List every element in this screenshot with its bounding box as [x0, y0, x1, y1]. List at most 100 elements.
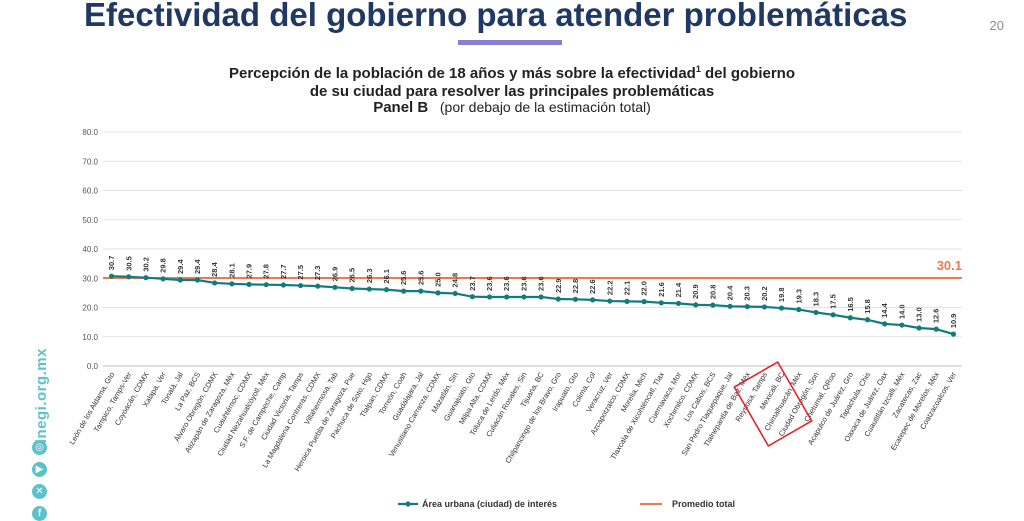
data-label: 27.8	[262, 264, 271, 279]
chart-title-footnote: 1	[695, 64, 701, 74]
data-point	[899, 322, 905, 328]
data-label: 18.3	[811, 292, 820, 307]
data-point	[796, 306, 802, 313]
y-tick-label: 50.0	[82, 216, 98, 225]
highlight-box	[733, 360, 813, 448]
legend-label-series: Área urbana (ciudad) de interés	[422, 499, 557, 509]
data-label: 14.4	[880, 302, 889, 317]
chart-title: Percepción de la población de 18 años y …	[0, 60, 1024, 101]
data-label: 22.8	[571, 279, 580, 294]
site-url[interactable]: inegi.org.mx	[33, 348, 50, 444]
page-number: 20	[989, 18, 1004, 33]
data-point	[779, 305, 785, 311]
page-title: Efectividad del gobierno para atender pr…	[84, 0, 908, 33]
y-tick-label: 10.0	[82, 333, 98, 342]
data-point	[332, 284, 338, 290]
data-label: 25.6	[416, 271, 425, 286]
instagram-icon[interactable]: ◎	[32, 440, 47, 455]
data-point	[486, 294, 493, 300]
data-label: 23.6	[537, 276, 546, 291]
data-point	[538, 294, 544, 300]
data-label: 26.5	[348, 268, 357, 283]
data-point	[847, 315, 853, 321]
data-point	[212, 280, 218, 286]
data-label: 29.8	[159, 258, 168, 273]
data-point	[229, 281, 235, 287]
x-icon[interactable]: ✕	[32, 484, 47, 499]
data-label: 24.8	[451, 273, 460, 288]
data-point	[383, 287, 390, 293]
youtube-icon[interactable]: ▶	[32, 462, 47, 477]
data-label: 20.4	[726, 285, 735, 300]
data-label: 30.2	[141, 257, 150, 272]
data-label: 20.3	[743, 286, 752, 301]
data-point	[555, 296, 561, 302]
data-label: 26.1	[382, 269, 391, 284]
data-point	[864, 317, 871, 323]
data-label: 27.9	[245, 264, 254, 279]
data-point	[572, 296, 579, 302]
y-tick-label: 30.0	[82, 274, 98, 283]
chart-subtitle: Panel B (por debajo de la estimación tot…	[0, 99, 1024, 116]
data-label: 21.6	[657, 282, 666, 297]
data-label: 22.6	[588, 279, 597, 294]
data-point	[744, 304, 750, 310]
data-point	[194, 277, 201, 283]
data-point	[263, 282, 269, 288]
data-point	[813, 309, 819, 316]
data-point	[418, 288, 424, 294]
data-label: 13.0	[915, 307, 924, 322]
data-point	[435, 290, 441, 296]
data-label: 20.8	[708, 285, 717, 300]
data-point	[916, 325, 922, 331]
data-point	[882, 321, 888, 327]
title-underline	[458, 40, 562, 45]
y-tick-label: 0.0	[87, 362, 99, 371]
data-label: 19.8	[777, 287, 786, 302]
data-label: 22.1	[622, 281, 631, 296]
data-point	[469, 294, 475, 300]
data-label: 23.6	[519, 276, 528, 291]
data-point	[126, 274, 132, 280]
y-tick-label: 40.0	[82, 245, 98, 254]
data-point	[590, 297, 596, 303]
data-label: 28.4	[210, 262, 219, 277]
panel-label: Panel B	[373, 99, 429, 116]
legend-label-average: Promedio total	[672, 499, 735, 509]
data-point	[693, 302, 699, 308]
data-label: 27.3	[313, 266, 322, 281]
data-point	[658, 300, 664, 306]
data-label: 30.7	[107, 256, 116, 271]
y-tick-label: 80.0	[82, 128, 98, 137]
data-label: 26.9	[330, 267, 339, 282]
data-point	[504, 294, 510, 300]
data-label: 30.5	[124, 256, 133, 271]
data-label: 28.1	[227, 263, 236, 278]
data-point	[366, 286, 372, 292]
data-point	[315, 283, 321, 289]
panel-note: (por debajo de la estimación total)	[439, 99, 651, 115]
y-tick-label: 60.0	[82, 187, 98, 196]
legend-marker-series	[405, 501, 411, 507]
data-label: 22.2	[605, 280, 614, 295]
data-label: 15.8	[863, 299, 872, 314]
data-point	[950, 331, 957, 337]
data-label: 29.4	[193, 259, 202, 274]
data-label: 21.4	[674, 282, 683, 297]
data-point	[280, 282, 286, 288]
data-label: 20.2	[760, 286, 769, 301]
data-label: 22.9	[554, 278, 563, 293]
y-tick-label: 20.0	[82, 304, 98, 313]
data-label: 10.9	[949, 314, 958, 329]
data-label: 16.5	[846, 297, 855, 312]
data-label: 19.3	[794, 289, 803, 304]
data-point	[246, 281, 252, 287]
facebook-icon[interactable]: f	[32, 506, 47, 521]
data-label: 26.3	[365, 268, 374, 283]
data-label: 20.9	[691, 284, 700, 299]
series-line	[111, 275, 954, 336]
data-point	[641, 299, 647, 305]
data-point	[108, 273, 115, 279]
data-point	[521, 294, 527, 300]
